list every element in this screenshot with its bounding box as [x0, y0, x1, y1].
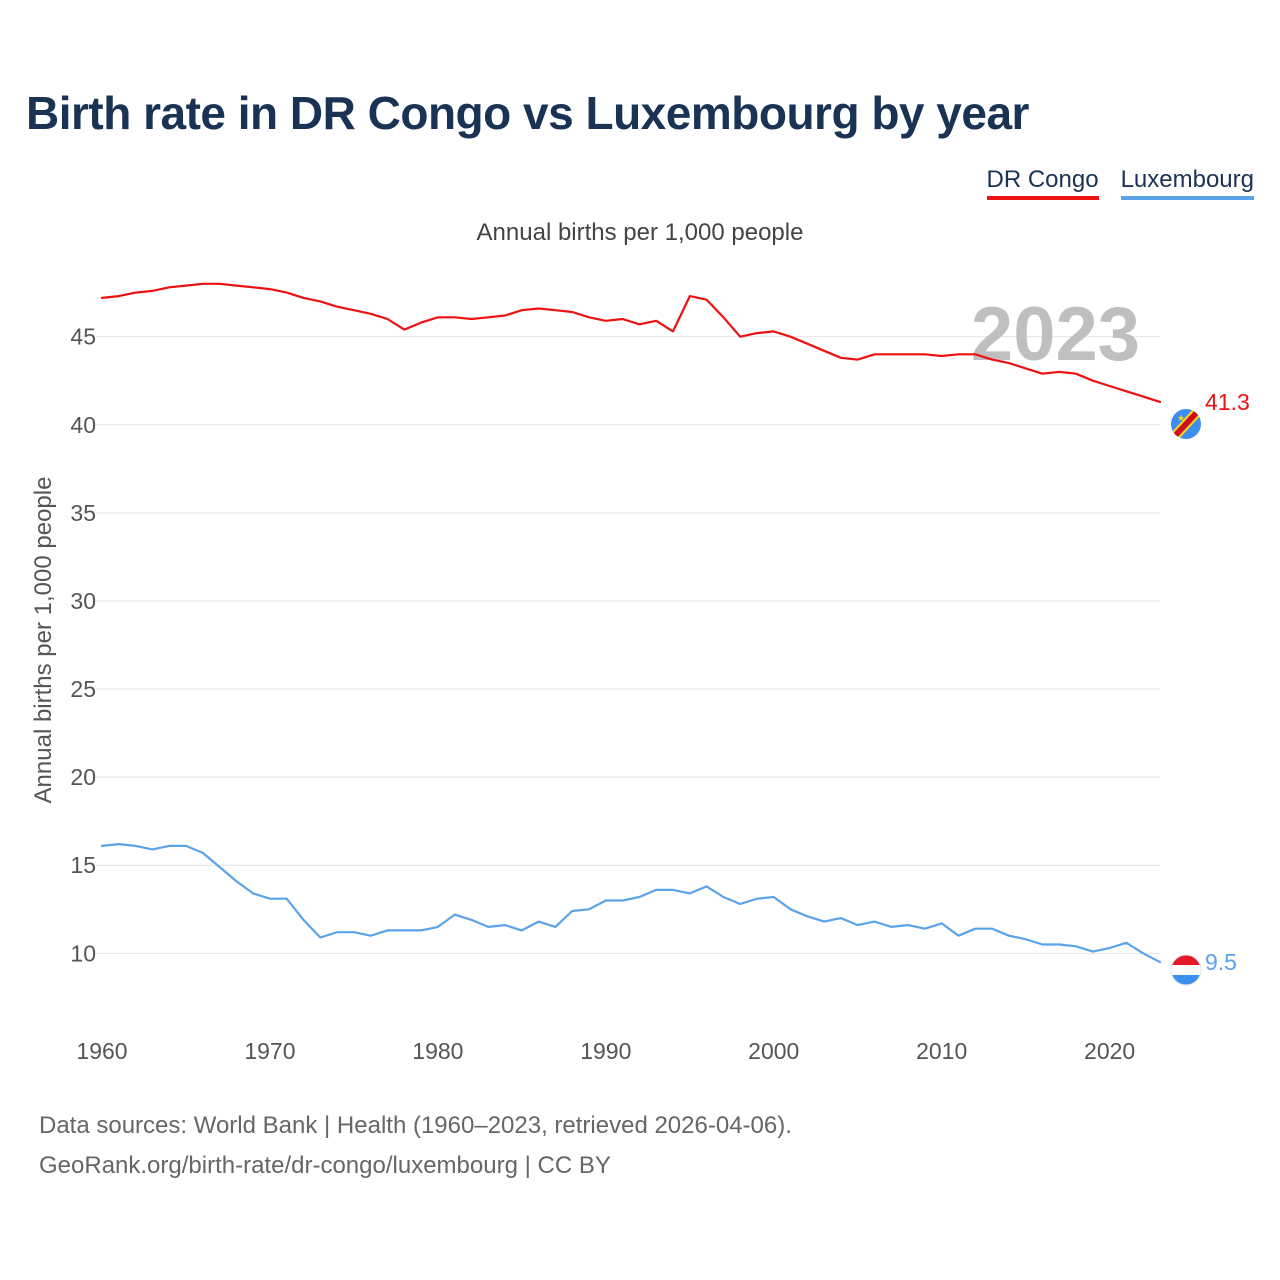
x-tick-label: 2020	[1084, 1038, 1135, 1064]
dr-congo-flag-icon: ★	[1171, 409, 1201, 439]
legend: DR Congo Luxembourg	[986, 166, 1254, 200]
series-line-dr-congo[interactable]	[100, 282, 1162, 403]
y-tick-label: 30	[70, 588, 96, 614]
x-tick-label: 1990	[580, 1038, 631, 1064]
y-axis-label: Annual births per 1,000 people	[30, 477, 57, 804]
luxembourg-flag-icon	[1171, 955, 1201, 985]
x-tick-label: 2010	[916, 1038, 967, 1064]
chart-subtitle: Annual births per 1,000 people	[477, 219, 804, 246]
end-value-label: 9.5	[1205, 949, 1237, 975]
source-note: Data sources: World Bank | Health (1960–…	[39, 1112, 792, 1139]
svg-text:★: ★	[1177, 414, 1185, 424]
series-line-luxembourg[interactable]	[100, 842, 1162, 964]
y-tick-label: 35	[70, 500, 96, 526]
chart-title: Birth rate in DR Congo vs Luxembourg by …	[26, 87, 1029, 139]
year-watermark: 2023	[971, 292, 1140, 377]
y-tick-label: 45	[70, 324, 96, 350]
x-tick-label: 2000	[748, 1038, 799, 1064]
x-tick-label: 1980	[412, 1038, 463, 1064]
end-value-label: 41.3	[1205, 389, 1250, 415]
y-tick-label: 15	[70, 852, 96, 878]
y-tick-label: 20	[70, 764, 96, 790]
y-tick-label: 25	[70, 676, 96, 702]
y-tick-label: 40	[70, 412, 96, 438]
legend-item-dr-congo[interactable]: DR Congo	[986, 166, 1099, 200]
y-tick-label: 10	[70, 940, 96, 966]
source-url[interactable]: GeoRank.org/birth-rate/dr-congo/luxembou…	[39, 1152, 611, 1179]
x-tick-label: 1970	[244, 1038, 295, 1064]
x-tick-label: 1960	[76, 1038, 127, 1064]
footer: Data sources: World Bank | Health (1960–…	[39, 1106, 792, 1186]
legend-item-luxembourg[interactable]: Luxembourg	[1120, 166, 1254, 200]
